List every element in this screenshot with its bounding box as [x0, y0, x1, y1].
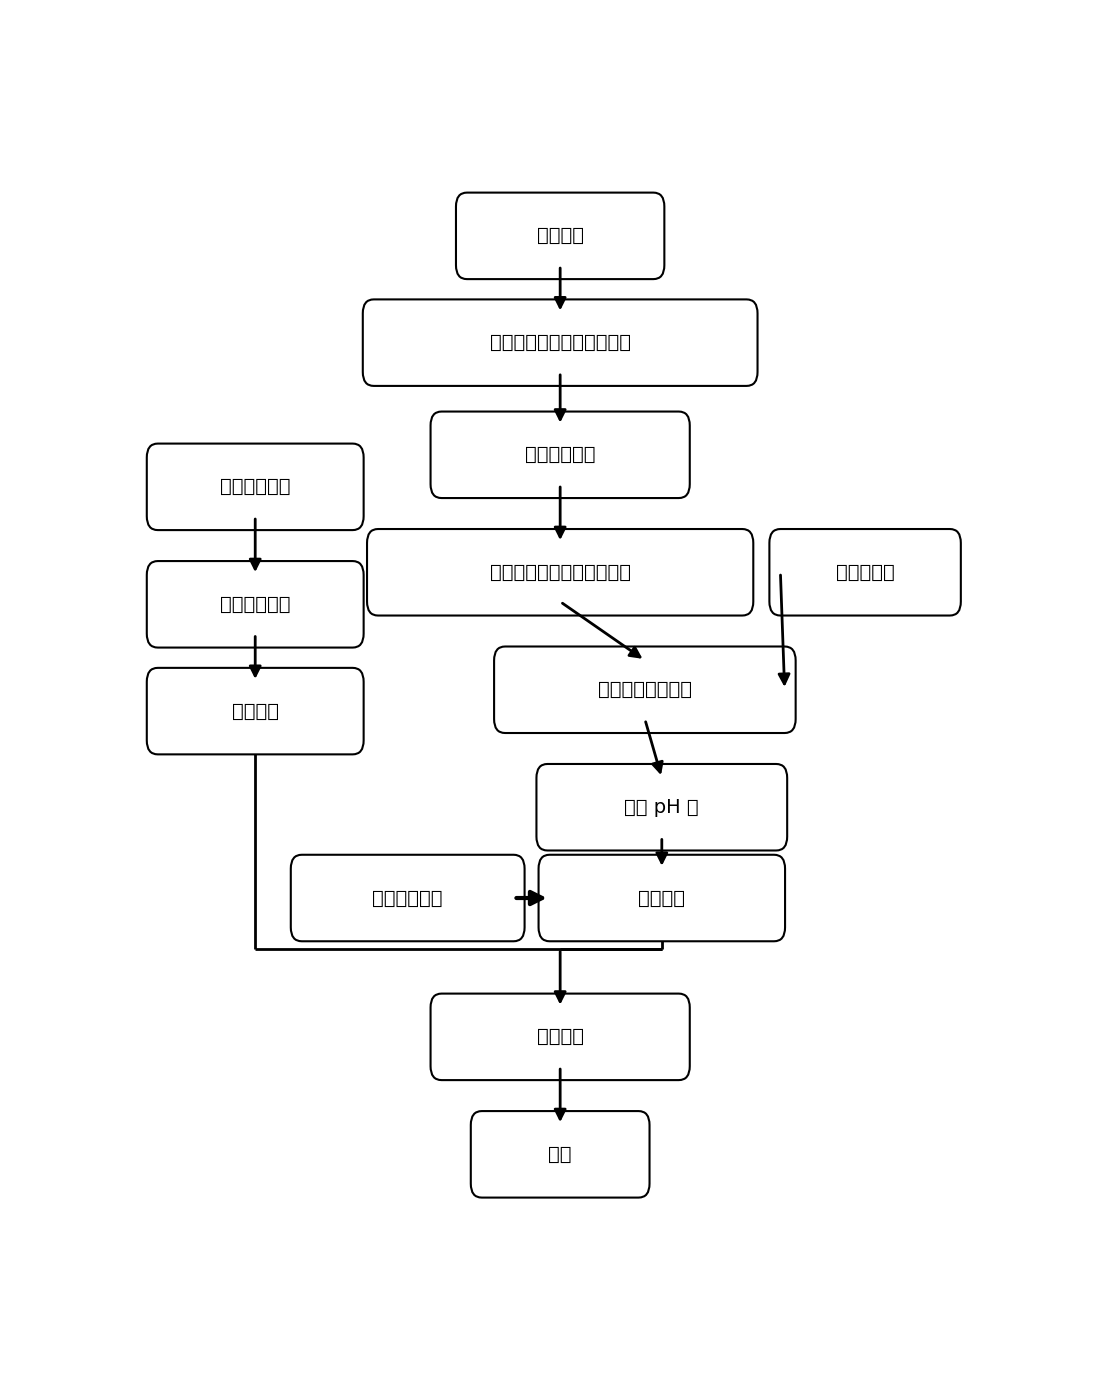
- FancyBboxPatch shape: [363, 300, 757, 386]
- Text: 加入阿拉伯胶: 加入阿拉伯胶: [373, 889, 443, 907]
- Text: 多次沉降烘干后获得混合粉: 多次沉降烘干后获得混合粉: [490, 563, 631, 581]
- Text: 调节 pH 值: 调节 pH 值: [624, 798, 700, 817]
- Text: 球磨搅拌: 球磨搅拌: [638, 889, 685, 907]
- FancyBboxPatch shape: [456, 193, 665, 279]
- Text: 干燥: 干燥: [549, 1144, 572, 1164]
- FancyBboxPatch shape: [146, 669, 364, 755]
- FancyBboxPatch shape: [431, 412, 690, 498]
- FancyBboxPatch shape: [539, 854, 785, 942]
- FancyBboxPatch shape: [537, 764, 787, 850]
- FancyBboxPatch shape: [769, 528, 961, 616]
- Text: 混合配制成悬浮液: 混合配制成悬浮液: [598, 680, 692, 699]
- Text: 加入稀盐酸溶液后自然沉降: 加入稀盐酸溶液后自然沉降: [490, 333, 631, 352]
- Text: 废沙浆料: 废沙浆料: [537, 226, 584, 245]
- FancyBboxPatch shape: [367, 528, 753, 616]
- FancyBboxPatch shape: [291, 854, 525, 942]
- Text: 电极装配: 电极装配: [232, 702, 279, 721]
- FancyBboxPatch shape: [146, 444, 364, 530]
- Text: 加入蕋馏水: 加入蕋馏水: [836, 563, 894, 581]
- Text: 表面清洁处理: 表面清洁处理: [220, 595, 291, 614]
- Text: 电泳分离: 电泳分离: [537, 1028, 584, 1046]
- FancyBboxPatch shape: [471, 1111, 649, 1197]
- Text: 电极材料准备: 电极材料准备: [220, 477, 291, 497]
- FancyBboxPatch shape: [431, 993, 690, 1080]
- FancyBboxPatch shape: [494, 646, 796, 732]
- Text: 金属杂质去除: 金属杂质去除: [525, 445, 596, 465]
- FancyBboxPatch shape: [146, 562, 364, 648]
